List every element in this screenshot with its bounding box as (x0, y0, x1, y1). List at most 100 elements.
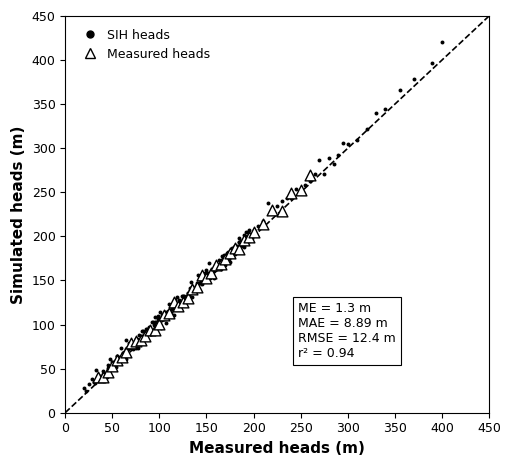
Point (184, 294, 192, 302)
Point (189, 285, 198, 293)
Text: ME = 1.3 m
MAE = 8.89 m
RMSE = 12.4 m
r² = 0.94: ME = 1.3 m MAE = 8.89 m RMSE = 12.4 m r²… (298, 302, 396, 360)
Point (174, 304, 182, 311)
Point (178, 292, 186, 300)
Point (259, 220, 267, 228)
Point (137, 332, 145, 340)
Point (240, 231, 248, 239)
Point (206, 274, 215, 282)
Point (132, 344, 140, 351)
Point (146, 326, 154, 334)
Point (154, 315, 162, 322)
Point (209, 267, 217, 274)
Point (97, 374, 105, 382)
Point (146, 328, 154, 335)
Point (202, 266, 210, 274)
Point (296, 188, 305, 195)
Point (125, 340, 134, 347)
Point (278, 207, 286, 215)
Point (169, 298, 178, 305)
Point (230, 245, 239, 252)
Point (166, 306, 174, 314)
Point (268, 208, 276, 216)
Point (381, 106, 390, 113)
Point (249, 230, 258, 238)
Point (169, 301, 178, 308)
Point (201, 270, 209, 277)
Point (170, 305, 179, 313)
Point (124, 346, 133, 353)
Point (230, 243, 238, 251)
Point (249, 226, 258, 234)
Point (212, 261, 220, 269)
Point (141, 330, 150, 338)
Point (152, 318, 160, 326)
Point (82, 388, 90, 395)
Point (160, 315, 168, 323)
Point (187, 278, 196, 285)
Point (145, 323, 153, 331)
Point (184, 294, 193, 302)
Point (109, 365, 117, 372)
Point (207, 268, 216, 275)
Point (207, 269, 216, 276)
Point (104, 368, 113, 375)
Point (224, 248, 232, 256)
Point (118, 353, 126, 360)
Point (155, 314, 163, 321)
Point (193, 283, 201, 291)
Point (221, 255, 229, 262)
Point (237, 243, 245, 251)
Point (325, 155, 333, 162)
Point (201, 275, 209, 282)
Point (234, 234, 243, 241)
Point (228, 245, 236, 252)
Point (216, 264, 224, 272)
Point (215, 256, 223, 263)
Point (236, 239, 244, 246)
Point (94, 372, 102, 380)
Point (220, 252, 228, 259)
Point (113, 356, 121, 364)
Point (194, 271, 202, 279)
Point (108, 361, 116, 369)
Point (306, 171, 314, 179)
Point (283, 195, 291, 202)
Point (174, 302, 182, 310)
Point (236, 245, 244, 253)
Point (156, 309, 164, 316)
Point (218, 252, 226, 260)
Point (223, 249, 231, 256)
Point (127, 339, 135, 347)
Point (188, 285, 197, 293)
Point (153, 323, 161, 330)
Point (94, 373, 102, 381)
Point (239, 236, 247, 244)
Point (172, 300, 180, 308)
Point (240, 236, 248, 243)
Point (169, 311, 178, 319)
Point (320, 170, 328, 178)
Point (126, 345, 134, 352)
Point (140, 332, 148, 339)
Point (148, 318, 157, 326)
Point (219, 263, 227, 270)
Point (190, 285, 198, 292)
Point (119, 348, 127, 355)
Point (165, 300, 173, 308)
Point (202, 276, 210, 283)
Point (429, 59, 437, 67)
Point (410, 76, 418, 83)
Point (296, 186, 305, 193)
Point (99, 367, 107, 375)
Point (137, 336, 145, 344)
Point (200, 273, 208, 280)
Point (139, 327, 147, 335)
Point (100, 378, 108, 385)
Point (227, 246, 235, 254)
Point (103, 361, 112, 369)
Point (95, 375, 103, 382)
Point (132, 338, 140, 345)
Point (278, 198, 286, 205)
Point (217, 260, 225, 267)
Point (114, 359, 122, 366)
